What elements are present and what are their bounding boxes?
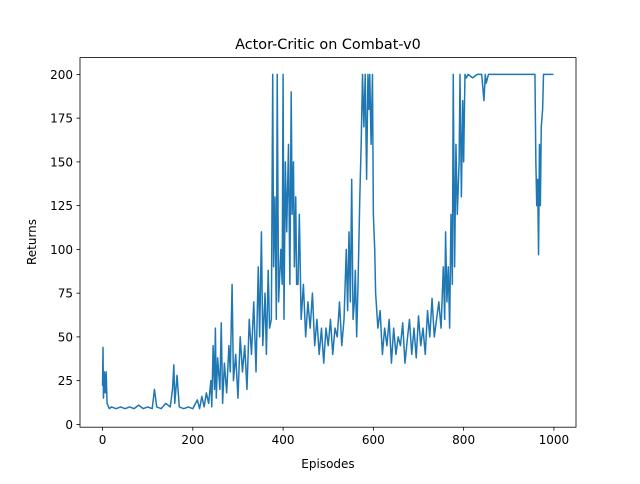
x-tick-label: 1000 (539, 433, 570, 447)
y-tick-label: 0 (65, 418, 73, 432)
y-tick-label: 100 (50, 243, 73, 257)
y-tick-label: 25 (58, 374, 73, 388)
y-tick-label: 175 (50, 112, 73, 126)
x-tick-label: 800 (452, 433, 475, 447)
y-tick-label: 150 (50, 155, 73, 169)
y-tick-label: 50 (58, 330, 73, 344)
chart-title: Actor-Critic on Combat-v0 (235, 37, 421, 53)
plot-frame (79, 57, 577, 428)
y-tick-label: 75 (58, 287, 73, 301)
y-tick-label: 125 (50, 199, 73, 213)
y-axis-label: Returns (25, 219, 39, 265)
x-tick-label: 0 (99, 433, 107, 447)
x-tick-label: 400 (272, 433, 295, 447)
data-line (101, 73, 554, 410)
x-tick-label: 200 (181, 433, 204, 447)
x-tick-label: 600 (362, 433, 385, 447)
x-axis-label: Episodes (301, 457, 354, 471)
y-tick-label: 200 (50, 68, 73, 82)
